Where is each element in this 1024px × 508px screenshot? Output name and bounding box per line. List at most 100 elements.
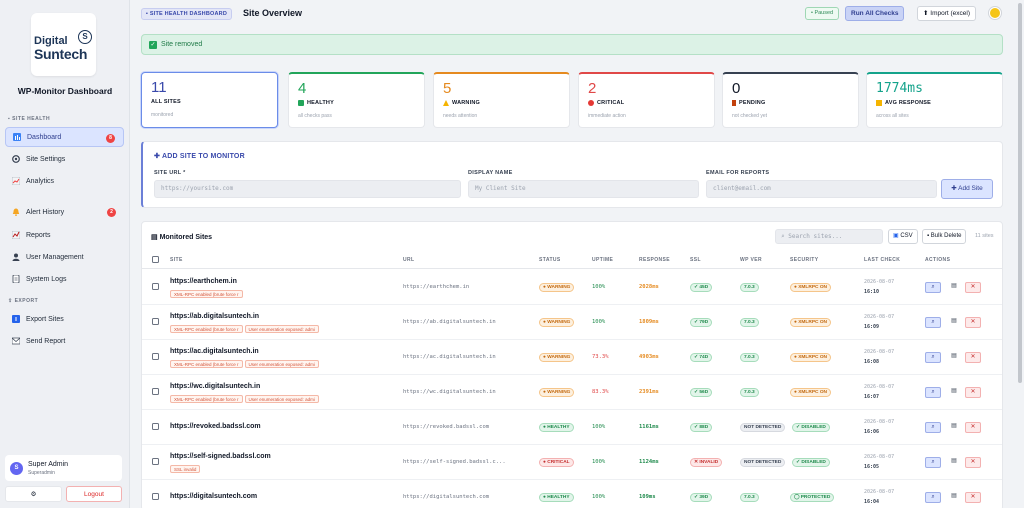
row-checkbox[interactable] <box>152 493 159 500</box>
trash-icon: ▤ <box>951 423 957 429</box>
remove-button[interactable]: ✕ <box>965 352 981 363</box>
stat-label: PENDING <box>732 100 849 106</box>
sidebar-item-dashboard[interactable]: Dashboard 8 <box>5 127 124 147</box>
status-badge: ● WARNING <box>539 283 575 292</box>
site-url: https://wc.digitalsuntech.in <box>403 389 496 395</box>
sidebar-item-export-sites[interactable]: Export Sites <box>5 309 124 329</box>
table-row[interactable]: https://self-signed.badssl.com SSL invali… <box>142 445 1002 480</box>
row-checkbox[interactable] <box>152 423 159 430</box>
csv-button[interactable]: ▣ CSV <box>888 229 918 244</box>
paused-status-badge[interactable]: • Paused <box>805 7 840 20</box>
site-name[interactable]: https://earthchem.in <box>170 278 237 285</box>
remove-button[interactable]: ✕ <box>965 317 981 328</box>
row-checkbox[interactable] <box>152 283 159 290</box>
remove-button[interactable]: ✕ <box>965 492 981 503</box>
site-name[interactable]: https://wc.digitalsuntech.in <box>170 383 261 390</box>
table-row[interactable]: https://ac.digitalsuntech.in XML-RPC enab… <box>142 340 1002 375</box>
remove-button[interactable]: ✕ <box>965 422 981 433</box>
response-value: 1809ms <box>639 319 659 325</box>
search-icon: ⌕ <box>931 459 935 465</box>
site-url-label: SITE URL * <box>154 170 186 176</box>
run-all-checks-button[interactable]: Run All Checks <box>845 6 905 21</box>
wp-version-badge: NOT DETECTED <box>740 423 786 432</box>
gear-icon <box>11 155 20 164</box>
site-name[interactable]: https://digitalsuntech.com <box>170 493 258 500</box>
delete-button[interactable]: ▤ <box>946 457 962 468</box>
delete-button[interactable]: ▤ <box>946 317 962 328</box>
row-checkbox[interactable] <box>152 388 159 395</box>
add-site-form: ✚ ADD SITE TO MONITOR SITE URL * https:/… <box>141 141 1003 208</box>
stat-card-healthy[interactable]: 4 HEALTHY all checks pass <box>288 72 425 128</box>
stat-card-warning[interactable]: 5 WARNING needs attention <box>433 72 570 128</box>
status-badge: ● HEALTHY <box>539 493 574 502</box>
remove-button[interactable]: ✕ <box>965 387 981 398</box>
last-check-date: 2026-08-07 <box>864 419 895 425</box>
view-button[interactable]: ⌕ <box>925 352 941 363</box>
search-input[interactable]: ⌕ Search sites... <box>775 229 883 244</box>
delete-button[interactable]: ▤ <box>946 282 962 293</box>
ssl-status-icon: ✕ <box>694 460 700 465</box>
email-input[interactable]: client@email.com <box>706 180 937 198</box>
view-button[interactable]: ⌕ <box>925 492 941 503</box>
select-all-checkbox[interactable] <box>152 256 159 263</box>
security-icon: ● <box>794 390 799 395</box>
sidebar-item-user-management[interactable]: User Management <box>5 247 124 267</box>
add-site-button[interactable]: ✚ Add Site <box>941 179 993 199</box>
delete-button[interactable]: ▤ <box>946 422 962 433</box>
view-button[interactable]: ⌕ <box>925 422 941 433</box>
remove-button[interactable]: ✕ <box>965 457 981 468</box>
stat-sub: not checked yet <box>732 113 768 119</box>
user-card[interactable]: S Super Admin Superadmin <box>5 455 122 481</box>
sidebar-item-reports[interactable]: Reports <box>5 225 124 245</box>
delete-button[interactable]: ▤ <box>946 352 962 363</box>
scrollbar-thumb[interactable] <box>1018 3 1022 383</box>
row-checkbox[interactable] <box>152 353 159 360</box>
theme-toggle-icon[interactable] <box>989 7 1001 19</box>
add-site-title: ✚ ADD SITE TO MONITOR <box>154 153 245 160</box>
remove-button[interactable]: ✕ <box>965 282 981 293</box>
sidebar-item-send-report[interactable]: Send Report <box>5 331 124 351</box>
breadcrumb[interactable]: ▪ SITE HEALTH DASHBOARD <box>141 8 233 20</box>
last-check-date: 2026-08-07 <box>864 349 895 355</box>
delete-button[interactable]: ▤ <box>946 387 962 398</box>
delete-button[interactable]: ▤ <box>946 492 962 503</box>
site-url-input[interactable]: https://yoursite.com <box>154 180 461 198</box>
bulk-delete-button[interactable]: ▪ Bulk Delete <box>922 229 967 244</box>
table-row[interactable]: https://earthchem.in XML-RPC enabled (bru… <box>142 270 1002 305</box>
stat-label: ALL SITES <box>151 99 181 105</box>
sidebar-item-alert-history[interactable]: Alert History 2 <box>5 202 124 222</box>
table-row[interactable]: https://digitalsuntech.com https://digita… <box>142 480 1002 508</box>
site-name[interactable]: https://self-signed.badssl.com <box>170 453 271 460</box>
stat-card-critical[interactable]: 2 CRITICAL immediate action <box>578 72 715 128</box>
response-value: 2028ms <box>639 284 659 290</box>
sidebar-item-site-settings[interactable]: Site Settings <box>5 149 124 169</box>
view-button[interactable]: ⌕ <box>925 387 941 398</box>
stat-card-pending[interactable]: 0 PENDING not checked yet <box>722 72 859 128</box>
col-security: SECURITY <box>790 257 819 263</box>
sidebar-item-label: Reports <box>26 231 51 239</box>
table-row[interactable]: https://wc.digitalsuntech.in XML-RPC enab… <box>142 375 1002 410</box>
row-checkbox[interactable] <box>152 318 159 325</box>
table-row[interactable]: https://ab.digitalsuntech.in XML-RPC enab… <box>142 305 1002 340</box>
site-name[interactable]: https://revoked.badssl.com <box>170 423 261 430</box>
ssl-status-icon: ✓ <box>694 355 700 360</box>
import-excel-button[interactable]: ⬆ Import (excel) <box>917 6 976 21</box>
view-button[interactable]: ⌕ <box>925 317 941 328</box>
table-row[interactable]: https://revoked.badssl.com https://revoke… <box>142 410 1002 445</box>
stat-sub: immediate action <box>588 113 626 119</box>
view-button[interactable]: ⌕ <box>925 282 941 293</box>
sidebar-item-analytics[interactable]: Analytics <box>5 171 124 191</box>
site-name[interactable]: https://ac.digitalsuntech.in <box>170 348 259 355</box>
stat-card-avg-response[interactable]: 1774ms AVG RESPONSE across all sites <box>866 72 1003 128</box>
site-name[interactable]: https://ab.digitalsuntech.in <box>170 313 260 320</box>
sidebar-item-system-logs[interactable]: System Logs <box>5 269 124 289</box>
stat-card-all-sites[interactable]: 11 ALL SITES monitored <box>141 72 278 128</box>
display-name-input[interactable]: My Client Site <box>468 180 699 198</box>
row-checkbox[interactable] <box>152 458 159 465</box>
settings-button[interactable]: ⚙ <box>5 486 62 502</box>
section-label-site-health: ▪ SITE HEALTH <box>8 116 51 122</box>
logo-line1: Digital <box>34 35 68 47</box>
logout-button[interactable]: Logout <box>66 486 122 502</box>
view-button[interactable]: ⌕ <box>925 457 941 468</box>
sidebar-item-label: Export Sites <box>26 315 64 323</box>
